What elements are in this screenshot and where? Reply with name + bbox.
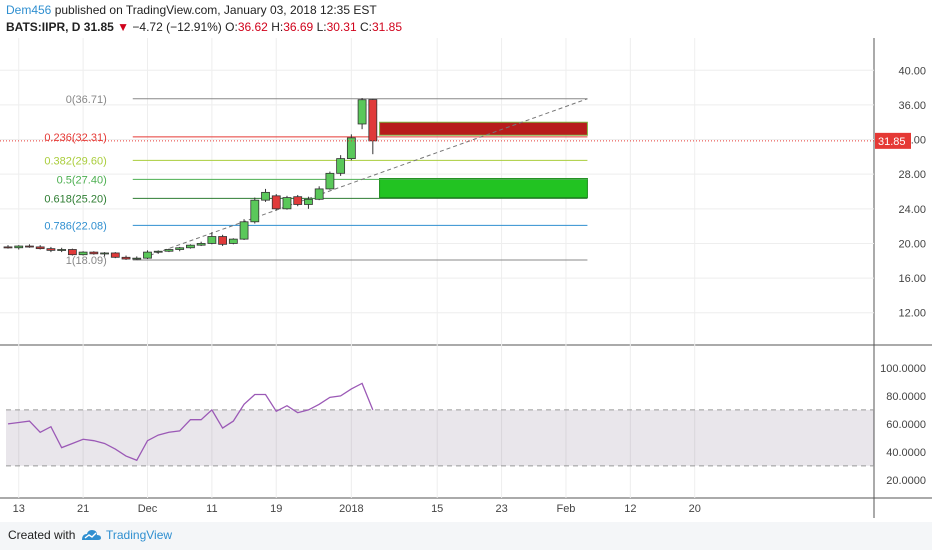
candle[interactable] xyxy=(239,221,249,240)
change-value: −4.72 (−12.91%) xyxy=(132,20,222,34)
price-tick-label: 40.00 xyxy=(898,65,926,77)
close-value: 31.85 xyxy=(371,20,402,34)
time-tick-label: 2018 xyxy=(339,503,363,515)
time-tick-label: 15 xyxy=(431,503,443,515)
high-label: H: xyxy=(271,20,284,34)
fib-level-label: 0.618(25.20) xyxy=(44,193,106,205)
fib-level-label: 0(36.71) xyxy=(66,94,107,106)
candle[interactable] xyxy=(304,198,313,205)
tradingview-brand-link[interactable]: TradingView xyxy=(106,528,173,542)
candle[interactable] xyxy=(121,256,131,260)
candle[interactable] xyxy=(100,252,109,255)
price-tick-label: 28.00 xyxy=(898,169,926,181)
fib-level-label: 0.5(27.40) xyxy=(57,174,107,186)
ohlc-line: BATS:IIPR, D 31.85 ▼ −4.72 (−12.91%) O:3… xyxy=(6,19,906,35)
down-arrow-icon: ▼ xyxy=(117,20,130,34)
candle[interactable] xyxy=(89,251,99,255)
rsi-tick-label: 80.0000 xyxy=(886,391,926,403)
candle[interactable] xyxy=(35,246,45,250)
time-tick-label: 21 xyxy=(77,503,89,515)
rsi-band xyxy=(6,409,874,466)
footer-bar: Created with TradingView xyxy=(0,522,932,550)
chart-svg[interactable]: 12.0016.0020.0024.0028.0032.0036.0040.00… xyxy=(0,38,932,518)
candle[interactable] xyxy=(196,243,206,246)
candle[interactable] xyxy=(110,252,120,258)
candle[interactable] xyxy=(250,199,260,223)
candle[interactable] xyxy=(314,188,324,200)
rsi-tick-label: 60.0000 xyxy=(886,419,926,431)
chart-header: Dem456 published on TradingView.com, Jan… xyxy=(6,2,906,35)
candle[interactable] xyxy=(207,236,217,244)
time-tick-label: Dec xyxy=(138,503,158,515)
price-tick-label: 12.00 xyxy=(898,308,926,320)
last-price-tag-label: 31.85 xyxy=(878,136,906,148)
price-tick-label: 36.00 xyxy=(898,100,926,112)
candle[interactable] xyxy=(78,251,88,256)
candle[interactable] xyxy=(153,250,163,253)
candle[interactable] xyxy=(25,245,34,248)
candle[interactable] xyxy=(143,251,152,259)
price-tick-label: 24.00 xyxy=(898,204,926,216)
rsi-line[interactable] xyxy=(7,382,374,462)
candle[interactable] xyxy=(186,244,195,249)
publish-line: Dem456 published on TradingView.com, Jan… xyxy=(6,2,906,18)
rsi-tick-label: 40.0000 xyxy=(886,447,926,459)
last-price: 31.85 xyxy=(83,20,114,34)
tradingview-logo-icon[interactable] xyxy=(80,528,102,545)
low-value: 30.31 xyxy=(326,20,357,34)
candle[interactable] xyxy=(325,172,335,190)
time-tick-label: 20 xyxy=(689,503,701,515)
candle[interactable] xyxy=(228,238,238,244)
candle[interactable] xyxy=(368,99,378,142)
candle[interactable] xyxy=(357,99,367,125)
candle[interactable] xyxy=(46,248,56,251)
candle[interactable] xyxy=(175,247,185,250)
candle[interactable] xyxy=(293,196,303,205)
published-text: published on TradingView.com, January 03… xyxy=(54,3,377,17)
fib-level-label: 0.236(32.31) xyxy=(44,132,106,144)
candle[interactable] xyxy=(282,197,292,210)
fib-level-label: 0.786(22.08) xyxy=(44,220,106,232)
rsi-tick-label: 100.0000 xyxy=(880,363,926,375)
close-label: C: xyxy=(359,20,372,34)
fib-level-label: 1(18.09) xyxy=(66,255,107,267)
time-tick-label: 11 xyxy=(206,503,217,515)
candle[interactable] xyxy=(67,249,77,256)
price-tick-label: 16.00 xyxy=(898,273,926,285)
symbol-label: BATS:IIPR, D xyxy=(6,20,81,34)
author-link[interactable]: Dem456 xyxy=(6,3,52,17)
fib-level-label: 0.382(29.60) xyxy=(44,155,106,167)
candle[interactable] xyxy=(336,158,346,174)
price-tick-label: 20.00 xyxy=(898,238,926,250)
created-with-text: Created with xyxy=(8,528,76,542)
price-zone[interactable] xyxy=(379,121,588,136)
low-label: L: xyxy=(316,20,327,34)
last-price-tag xyxy=(875,132,911,149)
time-tick-label: Feb xyxy=(556,503,575,515)
candle[interactable] xyxy=(57,249,67,251)
candle[interactable] xyxy=(271,195,281,210)
candle[interactable] xyxy=(14,245,24,249)
rsi-tick-label: 20.0000 xyxy=(886,475,926,487)
candle[interactable] xyxy=(261,191,270,201)
open-value: 36.62 xyxy=(237,20,268,34)
time-tick-label: 19 xyxy=(270,503,282,515)
time-tick-label: 23 xyxy=(495,503,507,515)
price-zone[interactable] xyxy=(379,178,588,199)
open-label: O: xyxy=(225,20,238,34)
chart-area[interactable]: 12.00 16.00 20.00 24.00 28.00 32.00 36.00 40.00… xyxy=(0,38,932,518)
candle[interactable] xyxy=(218,236,228,245)
candle[interactable] xyxy=(132,257,142,260)
time-tick-label: 12 xyxy=(624,503,636,515)
high-value: 36.69 xyxy=(283,20,314,34)
candle[interactable] xyxy=(164,249,174,252)
time-tick-label: 13 xyxy=(13,503,25,515)
candle[interactable] xyxy=(3,246,13,249)
candle[interactable] xyxy=(346,137,356,160)
